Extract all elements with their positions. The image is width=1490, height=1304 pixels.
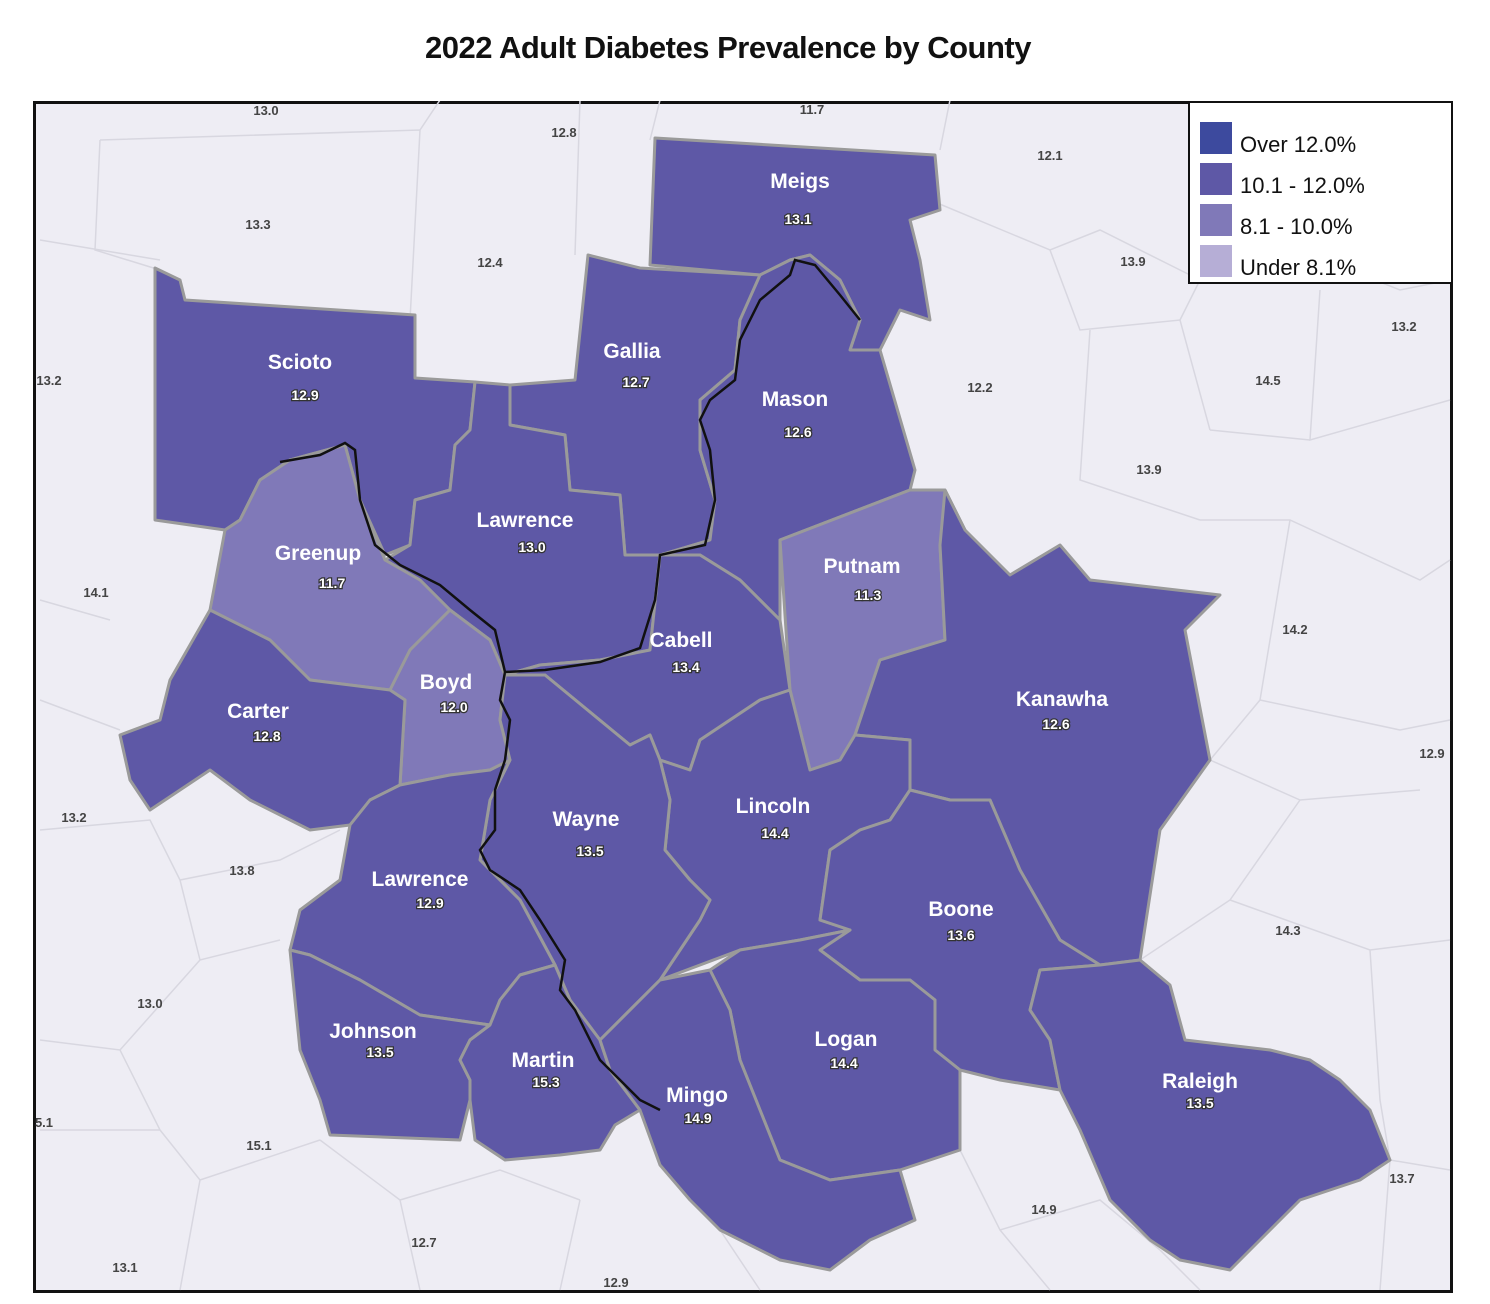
legend-item: Under 8.1% [1200,240,1451,281]
legend-item: Over 12.0% [1200,117,1451,158]
county-label-carter: Carter [227,700,289,723]
bg-value: 15.1 [246,1138,271,1153]
county-label-boyd: Boyd [420,671,473,694]
legend-swatch [1200,121,1232,154]
legend-item: 10.1 - 12.0% [1200,158,1451,199]
county-value-gallia: 12.7 [622,374,649,390]
county-label-scioto: Scioto [268,351,332,374]
bg-value: 13.1 [112,1260,137,1275]
bg-value: 14.5 [1255,373,1280,388]
county-label-lincoln: Lincoln [736,795,811,818]
bg-value: 12.4 [477,255,503,270]
county-value-boyd: 12.0 [440,699,467,715]
county-label-cabell: Cabell [649,629,712,652]
county-shape-martin [458,963,642,1162]
bg-value: 13.2 [1391,319,1416,334]
county-value-carter: 12.8 [253,728,280,744]
bg-value: 14.9 [1031,1202,1056,1217]
county-label-putnam: Putnam [823,555,900,578]
county-shape-raleigh [1028,958,1392,1272]
county-label-raleigh: Raleigh [1162,1070,1238,1093]
bg-value: 13.2 [36,373,61,388]
county-shape-mingo [598,968,917,1272]
county-label-martin: Martin [512,1049,575,1072]
bg-value: 13.0 [253,103,278,118]
county-value-scioto: 12.9 [291,387,318,403]
county-shape-carter [118,608,407,832]
bg-value: 12.9 [1419,746,1444,761]
county-value-mingo: 14.9 [684,1110,711,1126]
legend-label: Under 8.1% [1240,254,1357,280]
legend-swatch [1200,244,1232,277]
county-value-martin: 15.3 [532,1074,559,1090]
county-label-boone: Boone [928,898,993,921]
county-value-johnson: 13.5 [366,1044,393,1060]
county-label-mason: Mason [762,388,829,411]
county-label-mingo: Mingo [666,1084,728,1107]
bg-value: 14.2 [1282,622,1307,637]
county-label-wayne: Wayne [553,808,620,831]
map-legend: Over 12.0% 10.1 - 12.0% 8.1 - 10.0% Unde… [1188,101,1453,284]
legend-swatch [1200,162,1232,195]
county-value-greenup: 11.7 [319,575,346,591]
county-value-mason: 12.6 [784,424,811,440]
county-value-wayne: 13.5 [576,843,603,859]
bg-value: 13.0 [137,996,162,1011]
bg-value: 12.2 [967,380,992,395]
bg-value: 12.7 [411,1235,436,1250]
state-border-line [279,258,861,1112]
bg-value: 13.7 [1389,1171,1414,1186]
county-label-johnson: Johnson [329,1020,417,1043]
county-value-kanawha: 12.6 [1042,716,1069,732]
map-title: 2022 Adult Diabetes Prevalence by County [425,30,1031,65]
county-label-logan: Logan [815,1028,878,1051]
bg-value: 13.8 [229,863,254,878]
county-value-logan: 14.4 [830,1055,857,1071]
bg-value: 13.9 [1136,462,1161,477]
county-label-gallia: Gallia [603,340,661,363]
bg-value: 11.7 [800,102,825,117]
county-value-lawrence-ky: 12.9 [416,895,443,911]
county-value-lawrence-oh: 13.0 [518,539,545,555]
county-label-meigs: Meigs [770,170,830,193]
legend-label: 10.1 - 12.0% [1240,172,1365,198]
county-value-lincoln: 14.4 [761,825,788,841]
legend-swatch [1200,203,1232,236]
county-value-cabell: 13.4 [672,659,699,675]
county-value-meigs: 13.1 [784,211,811,227]
bg-value: 14.1 [83,585,108,600]
county-value-putnam: 11.3 [855,587,882,603]
bg-value: 12.1 [1037,148,1062,163]
legend-label: 8.1 - 10.0% [1240,213,1353,239]
county-label-kanawha: Kanawha [1016,688,1109,711]
county-label-lawrence-oh: Lawrence [477,509,574,532]
county-shapes [118,136,1392,1272]
legend-item: 8.1 - 10.0% [1200,199,1451,240]
background-county-borders [39,101,1451,1291]
choropleth-map: Meigs 13.1 Scioto 12.9 Gallia 12.7 Mason… [35,101,1451,1291]
bg-value: 14.3 [1275,923,1300,938]
bg-value: 12.8 [551,125,576,140]
background-values: 13.0 11.7 12.8 12.1 13.3 12.4 13.9 13.2 … [35,102,1445,1290]
county-labels: Meigs 13.1 Scioto 12.9 Gallia 12.7 Mason… [227,170,1238,1127]
legend-label: Over 12.0% [1240,131,1357,157]
bg-value: 12.9 [603,1275,628,1290]
county-label-greenup: Greenup [275,542,361,565]
bg-value: 5.1 [35,1115,53,1130]
county-value-boone: 13.6 [947,927,974,943]
county-value-raleigh: 13.5 [1186,1095,1213,1111]
bg-value: 13.9 [1120,254,1145,269]
bg-value: 13.2 [61,810,86,825]
bg-value: 13.3 [245,217,270,232]
county-label-lawrence-ky: Lawrence [372,868,469,891]
